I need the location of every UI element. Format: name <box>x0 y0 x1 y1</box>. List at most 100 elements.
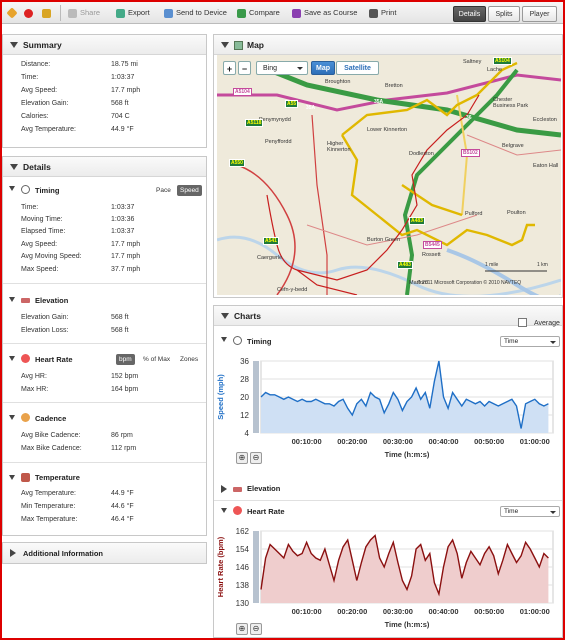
y-axis-label: Heart Rate (bpm) <box>216 536 225 597</box>
send-to-device-button[interactable]: Send to Device <box>164 2 227 24</box>
zoom-in-button[interactable]: + <box>223 61 236 75</box>
road-number-badge: A541 <box>263 237 279 245</box>
collapse-icon[interactable] <box>10 164 18 170</box>
map-place-label: Saltney <box>463 59 482 65</box>
road-number-badge: A5104 <box>233 88 252 96</box>
road-number-badge: A550 <box>229 159 245 167</box>
heart-rate-chart[interactable]: 162 154 146 138 130 00:10:00 00:20:00 00:30:00 0… <box>213 523 563 633</box>
summary-title: Summary <box>23 40 62 50</box>
map-place-label: Eccleston <box>533 117 557 123</box>
compare-button[interactable]: Compare <box>237 2 280 24</box>
device-icon <box>164 8 173 18</box>
timing-label: Avg Moving Speed: <box>21 253 82 260</box>
additional-info-header[interactable]: Additional Information <box>3 543 206 563</box>
series-line <box>260 360 549 429</box>
heart-icon <box>21 354 30 363</box>
road-number-badge: A483 <box>409 217 425 225</box>
additional-info-panel[interactable]: Additional Information <box>2 542 207 564</box>
zoom-out-icon[interactable]: ⊖ <box>250 452 262 464</box>
elevation-collapse-icon[interactable] <box>9 297 15 302</box>
details-title: Details <box>23 162 51 172</box>
print-button[interactable]: Print <box>369 2 396 24</box>
elevation-icon <box>233 487 242 492</box>
average-label: Average <box>534 320 560 327</box>
summary-label: Time: <box>21 74 39 81</box>
map-canvas[interactable]: + − Bing Map Satellite Saltney Lache Bro… <box>217 55 561 295</box>
cadence-value: 86 rpm <box>111 432 133 439</box>
bpm-toggle[interactable]: bpm <box>116 354 135 365</box>
map-svg[interactable] <box>217 55 561 295</box>
heart-collapse-icon[interactable] <box>9 356 15 361</box>
expand-icon[interactable] <box>10 549 16 557</box>
road-number-badge: A5104 <box>493 57 512 65</box>
y-tick-label: 36 <box>240 357 249 366</box>
compare-icon <box>237 8 246 18</box>
summary-header[interactable]: Summary <box>3 35 206 55</box>
speed-chart[interactable]: 36 28 20 12 4 00:10:00 00:20:00 00:30:00 00:40:0… <box>213 353 563 463</box>
cadence-label: Max Bike Cadence: <box>21 445 82 452</box>
series-area <box>261 535 549 603</box>
percent-max-toggle[interactable]: % of Max <box>143 356 171 363</box>
tab-splits[interactable]: Splits <box>488 6 520 22</box>
zoom-in-icon[interactable]: ⊕ <box>236 452 248 464</box>
toolbar: Share Export Send to Device Compare Save… <box>2 2 563 24</box>
summary-label: Avg Temperature: <box>21 126 76 133</box>
map-place-label: Rossett <box>422 252 441 258</box>
map-header[interactable]: Map <box>214 35 562 55</box>
average-checkbox[interactable] <box>518 318 527 327</box>
collapse-icon[interactable] <box>221 42 229 48</box>
heart-label: Max HR: <box>21 386 49 393</box>
map-place-label: Lower Kinnerton <box>367 127 408 133</box>
temperature-label: Max Temperature: <box>21 516 78 523</box>
map-scale-km: 1 km <box>537 262 548 268</box>
temperature-collapse-icon[interactable] <box>9 475 15 480</box>
timing-chart-collapse-icon[interactable] <box>221 337 227 342</box>
tab-player[interactable]: Player <box>522 6 557 22</box>
pace-toggle[interactable]: Pace <box>156 187 171 194</box>
elevation-label: Elevation Gain: <box>21 314 69 321</box>
heart-x-axis-select[interactable]: Time <box>500 506 560 517</box>
save-as-course-button[interactable]: Save as Course <box>292 2 357 24</box>
satellite-mode-button[interactable]: Satellite <box>336 61 379 75</box>
heart-chart-collapse-icon[interactable] <box>221 508 227 513</box>
zones-toggle[interactable]: Zones <box>180 356 199 363</box>
elevation-icon <box>21 298 30 303</box>
y-tick-label: 28 <box>240 375 249 384</box>
elevation-label: Elevation Loss: <box>21 327 69 334</box>
map-place-label: Higher Kinnerton <box>327 141 351 153</box>
x-axis-label: Time (h:m:s) <box>385 450 430 459</box>
tab-details[interactable]: Details <box>453 6 486 22</box>
zoom-out-icon[interactable]: ⊖ <box>250 623 262 635</box>
map-mode-button[interactable]: Map <box>311 61 335 75</box>
collapse-icon[interactable] <box>221 313 229 319</box>
summary-value: 44.9 °F <box>111 126 134 133</box>
zoom-in-icon[interactable]: ⊕ <box>236 623 248 635</box>
share-button[interactable]: Share <box>68 2 100 24</box>
timing-value: 17.7 mph <box>111 253 141 260</box>
delete-icon[interactable] <box>24 2 36 24</box>
zoom-out-button[interactable]: − <box>238 61 251 75</box>
chart-scroll-bar <box>253 361 259 433</box>
export-button[interactable]: Export <box>116 2 150 24</box>
x-tick-label: 00:50:00 <box>474 607 504 616</box>
share-icon <box>68 8 77 18</box>
privacy-lock-icon[interactable] <box>42 2 54 24</box>
chevron-down-icon <box>297 67 303 70</box>
thermometer-icon <box>21 473 30 482</box>
cadence-collapse-icon[interactable] <box>9 415 15 420</box>
road-number-badge: A483 <box>397 261 413 269</box>
y-axis-label: Speed (mph) <box>216 374 225 420</box>
elevation-chart-expand-icon[interactable] <box>221 485 227 493</box>
edit-icon[interactable] <box>6 2 19 24</box>
x-tick-label: 00:20:00 <box>337 437 367 446</box>
temperature-label: Min Temperature: <box>21 503 76 510</box>
charts-header[interactable]: Charts <box>214 306 562 326</box>
map-provider-select[interactable]: Bing <box>256 61 308 75</box>
timing-label: Max Speed: <box>21 266 59 273</box>
timing-collapse-icon[interactable] <box>9 186 15 191</box>
speed-toggle[interactable]: Speed <box>177 185 202 196</box>
timing-x-axis-select[interactable]: Time <box>500 336 560 347</box>
temperature-title: Temperature <box>35 473 80 482</box>
details-header[interactable]: Details <box>3 157 206 177</box>
collapse-icon[interactable] <box>10 42 18 48</box>
